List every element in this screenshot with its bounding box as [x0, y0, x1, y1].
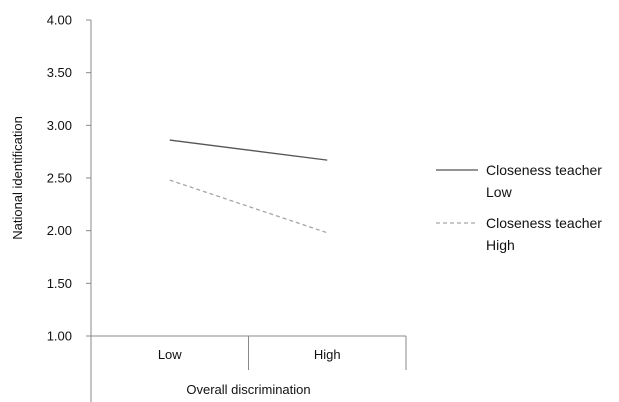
legend-label: Closeness teacher: [486, 162, 602, 178]
x-axis-categories: Low High: [158, 336, 407, 370]
series-line-1: [169, 139, 328, 161]
series-lines: [169, 139, 328, 234]
legend-label: High: [486, 237, 515, 253]
y-axis-ticks: 1.00 1.50 2.00 2.50 3.00 3.50 4.00: [47, 13, 91, 344]
legend: Closeness teacher Low Closeness teacher Hig…: [436, 162, 602, 253]
x-axis-title: Overall discrimination: [186, 382, 310, 397]
legend-label: Low: [486, 184, 513, 200]
y-tick-label: 3.00: [47, 118, 72, 133]
y-tick-label: 1.00: [47, 329, 72, 344]
y-tick-label: 2.50: [47, 171, 72, 186]
series-line-2: [169, 179, 328, 234]
y-axis-title: National identification: [10, 116, 25, 240]
y-tick-label: 2.00: [47, 223, 72, 238]
legend-label: Closeness teacher: [486, 215, 602, 231]
y-tick-label: 1.50: [47, 276, 72, 291]
y-tick-label: 3.50: [47, 65, 72, 80]
x-category-label: Low: [158, 347, 182, 362]
y-tick-label: 4.00: [47, 13, 72, 28]
x-category-label: High: [314, 347, 341, 362]
